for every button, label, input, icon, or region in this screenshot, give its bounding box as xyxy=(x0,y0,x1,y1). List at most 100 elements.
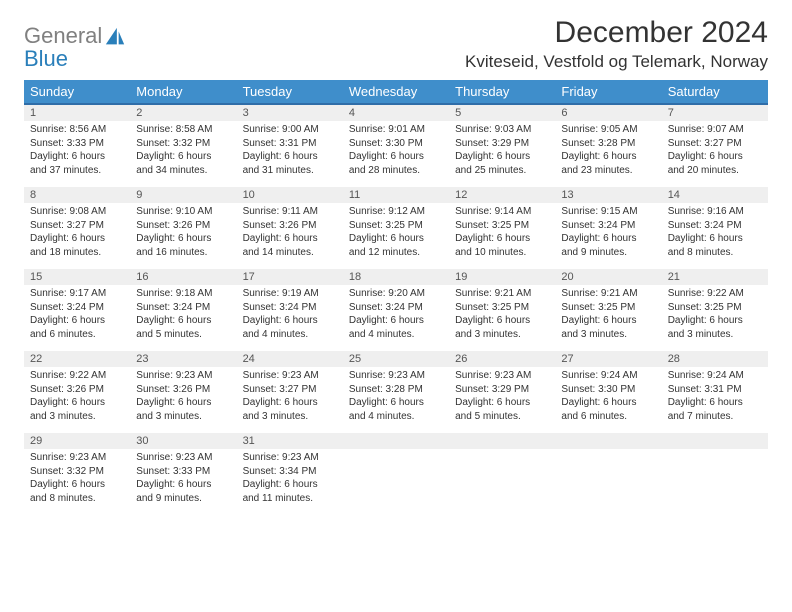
col-friday: Friday xyxy=(555,80,661,104)
date-number: 1 xyxy=(24,105,130,121)
date-number: 25 xyxy=(343,351,449,367)
day-cell: 27Sunrise: 9:24 AMSunset: 3:30 PMDayligh… xyxy=(555,350,661,432)
col-saturday: Saturday xyxy=(662,80,768,104)
sunset-text: Sunset: 3:28 PM xyxy=(349,383,443,397)
sunrise-text: Sunrise: 9:00 AM xyxy=(243,123,337,137)
sunrise-text: Sunrise: 9:23 AM xyxy=(136,451,230,465)
page-title: December 2024 xyxy=(465,16,768,50)
day-details: Sunrise: 9:21 AMSunset: 3:25 PMDaylight:… xyxy=(555,285,661,345)
daylight-text: Daylight: 6 hours and 6 minutes. xyxy=(30,314,124,341)
day-cell: 7Sunrise: 9:07 AMSunset: 3:27 PMDaylight… xyxy=(662,104,768,186)
day-cell: 23Sunrise: 9:23 AMSunset: 3:26 PMDayligh… xyxy=(130,350,236,432)
sunrise-text: Sunrise: 9:23 AM xyxy=(243,369,337,383)
daylight-text: Daylight: 6 hours and 12 minutes. xyxy=(349,232,443,259)
day-details: Sunrise: 9:24 AMSunset: 3:31 PMDaylight:… xyxy=(662,367,768,427)
date-number xyxy=(343,433,449,449)
sunset-text: Sunset: 3:26 PM xyxy=(136,219,230,233)
day-details: Sunrise: 9:00 AMSunset: 3:31 PMDaylight:… xyxy=(237,121,343,181)
day-details: Sunrise: 9:22 AMSunset: 3:25 PMDaylight:… xyxy=(662,285,768,345)
daylight-text: Daylight: 6 hours and 37 minutes. xyxy=(30,150,124,177)
sunset-text: Sunset: 3:24 PM xyxy=(30,301,124,315)
sunset-text: Sunset: 3:29 PM xyxy=(455,137,549,151)
day-details: Sunrise: 9:23 AMSunset: 3:27 PMDaylight:… xyxy=(237,367,343,427)
day-cell: 14Sunrise: 9:16 AMSunset: 3:24 PMDayligh… xyxy=(662,186,768,268)
day-cell: 16Sunrise: 9:18 AMSunset: 3:24 PMDayligh… xyxy=(130,268,236,350)
sunrise-text: Sunrise: 9:19 AM xyxy=(243,287,337,301)
date-number xyxy=(449,433,555,449)
sunset-text: Sunset: 3:33 PM xyxy=(30,137,124,151)
day-details: Sunrise: 9:08 AMSunset: 3:27 PMDaylight:… xyxy=(24,203,130,263)
daylight-text: Daylight: 6 hours and 14 minutes. xyxy=(243,232,337,259)
day-details: Sunrise: 9:14 AMSunset: 3:25 PMDaylight:… xyxy=(449,203,555,263)
sail-icon xyxy=(104,26,126,48)
daylight-text: Daylight: 6 hours and 3 minutes. xyxy=(561,314,655,341)
day-cell: 30Sunrise: 9:23 AMSunset: 3:33 PMDayligh… xyxy=(130,432,236,514)
logo-word-2: Blue xyxy=(24,46,68,71)
sunset-text: Sunset: 3:24 PM xyxy=(136,301,230,315)
day-details: Sunrise: 9:23 AMSunset: 3:34 PMDaylight:… xyxy=(237,449,343,509)
sunrise-text: Sunrise: 9:22 AM xyxy=(30,369,124,383)
col-wednesday: Wednesday xyxy=(343,80,449,104)
daylight-text: Daylight: 6 hours and 6 minutes. xyxy=(561,396,655,423)
day-cell xyxy=(555,432,661,514)
sunset-text: Sunset: 3:31 PM xyxy=(243,137,337,151)
sunrise-text: Sunrise: 9:24 AM xyxy=(668,369,762,383)
logo-text: General Blue xyxy=(24,24,102,70)
day-cell: 25 Sunrise: 9:23 AMSunset: 3:28 PMDayligh… xyxy=(343,350,449,432)
daylight-text: Daylight: 6 hours and 4 minutes. xyxy=(349,396,443,423)
col-sunday: Sunday xyxy=(24,80,130,104)
daylight-text: Daylight: 6 hours and 4 minutes. xyxy=(349,314,443,341)
day-details: Sunrise: 9:16 AMSunset: 3:24 PMDaylight:… xyxy=(662,203,768,263)
sunrise-text: Sunrise: 9:10 AM xyxy=(136,205,230,219)
header: General Blue December 2024 Kviteseid, Ve… xyxy=(24,16,768,72)
day-cell: 10Sunrise: 9:11 AMSunset: 3:26 PMDayligh… xyxy=(237,186,343,268)
title-block: December 2024 Kviteseid, Vestfold og Tel… xyxy=(465,16,768,72)
day-details: Sunrise: 9:23 AMSunset: 3:26 PMDaylight:… xyxy=(130,367,236,427)
day-cell xyxy=(662,432,768,514)
sunset-text: Sunset: 3:33 PM xyxy=(136,465,230,479)
sunset-text: Sunset: 3:27 PM xyxy=(243,383,337,397)
date-number: 10 xyxy=(237,187,343,203)
week-row: 15Sunrise: 9:17 AMSunset: 3:24 PMDayligh… xyxy=(24,268,768,350)
day-cell: 31Sunrise: 9:23 AMSunset: 3:34 PMDayligh… xyxy=(237,432,343,514)
daylight-text: Daylight: 6 hours and 3 minutes. xyxy=(30,396,124,423)
daylight-text: Daylight: 6 hours and 10 minutes. xyxy=(455,232,549,259)
day-cell: 12Sunrise: 9:14 AMSunset: 3:25 PMDayligh… xyxy=(449,186,555,268)
sunset-text: Sunset: 3:26 PM xyxy=(30,383,124,397)
day-details: Sunrise: 9:22 AMSunset: 3:26 PMDaylight:… xyxy=(24,367,130,427)
sunrise-text: Sunrise: 9:23 AM xyxy=(243,451,337,465)
date-number: 7 xyxy=(662,105,768,121)
week-row: 22Sunrise: 9:22 AMSunset: 3:26 PMDayligh… xyxy=(24,350,768,432)
day-cell: 20Sunrise: 9:21 AMSunset: 3:25 PMDayligh… xyxy=(555,268,661,350)
sunrise-text: Sunrise: 9:08 AM xyxy=(30,205,124,219)
date-number: 16 xyxy=(130,269,236,285)
day-details: Sunrise: 9:03 AMSunset: 3:29 PMDaylight:… xyxy=(449,121,555,181)
daylight-text: Daylight: 6 hours and 4 minutes. xyxy=(243,314,337,341)
daylight-text: Daylight: 6 hours and 3 minutes. xyxy=(668,314,762,341)
sunset-text: Sunset: 3:30 PM xyxy=(561,383,655,397)
daylight-text: Daylight: 6 hours and 18 minutes. xyxy=(30,232,124,259)
sunrise-text: Sunrise: 9:05 AM xyxy=(561,123,655,137)
daylight-text: Daylight: 6 hours and 3 minutes. xyxy=(243,396,337,423)
day-details: Sunrise: 9:18 AMSunset: 3:24 PMDaylight:… xyxy=(130,285,236,345)
day-cell: 18Sunrise: 9:20 AMSunset: 3:24 PMDayligh… xyxy=(343,268,449,350)
daylight-text: Daylight: 6 hours and 20 minutes. xyxy=(668,150,762,177)
sunrise-text: Sunrise: 9:11 AM xyxy=(243,205,337,219)
sunset-text: Sunset: 3:28 PM xyxy=(561,137,655,151)
day-details: Sunrise: 9:01 AMSunset: 3:30 PMDaylight:… xyxy=(343,121,449,181)
day-details: Sunrise: 9:12 AMSunset: 3:25 PMDaylight:… xyxy=(343,203,449,263)
day-details: Sunrise: 9:05 AMSunset: 3:28 PMDaylight:… xyxy=(555,121,661,181)
sunset-text: Sunset: 3:32 PM xyxy=(136,137,230,151)
day-cell: 15Sunrise: 9:17 AMSunset: 3:24 PMDayligh… xyxy=(24,268,130,350)
day-details: Sunrise: 8:56 AMSunset: 3:33 PMDaylight:… xyxy=(24,121,130,181)
sunset-text: Sunset: 3:26 PM xyxy=(243,219,337,233)
day-details: Sunrise: 9:24 AMSunset: 3:30 PMDaylight:… xyxy=(555,367,661,427)
sunrise-text: Sunrise: 9:23 AM xyxy=(349,369,443,383)
daylight-text: Daylight: 6 hours and 8 minutes. xyxy=(30,478,124,505)
sunset-text: Sunset: 3:24 PM xyxy=(668,219,762,233)
day-cell: 13Sunrise: 9:15 AMSunset: 3:24 PMDayligh… xyxy=(555,186,661,268)
date-number: 6 xyxy=(555,105,661,121)
day-details: Sunrise: 9:11 AMSunset: 3:26 PMDaylight:… xyxy=(237,203,343,263)
sunrise-text: Sunrise: 9:23 AM xyxy=(136,369,230,383)
date-number: 23 xyxy=(130,351,236,367)
